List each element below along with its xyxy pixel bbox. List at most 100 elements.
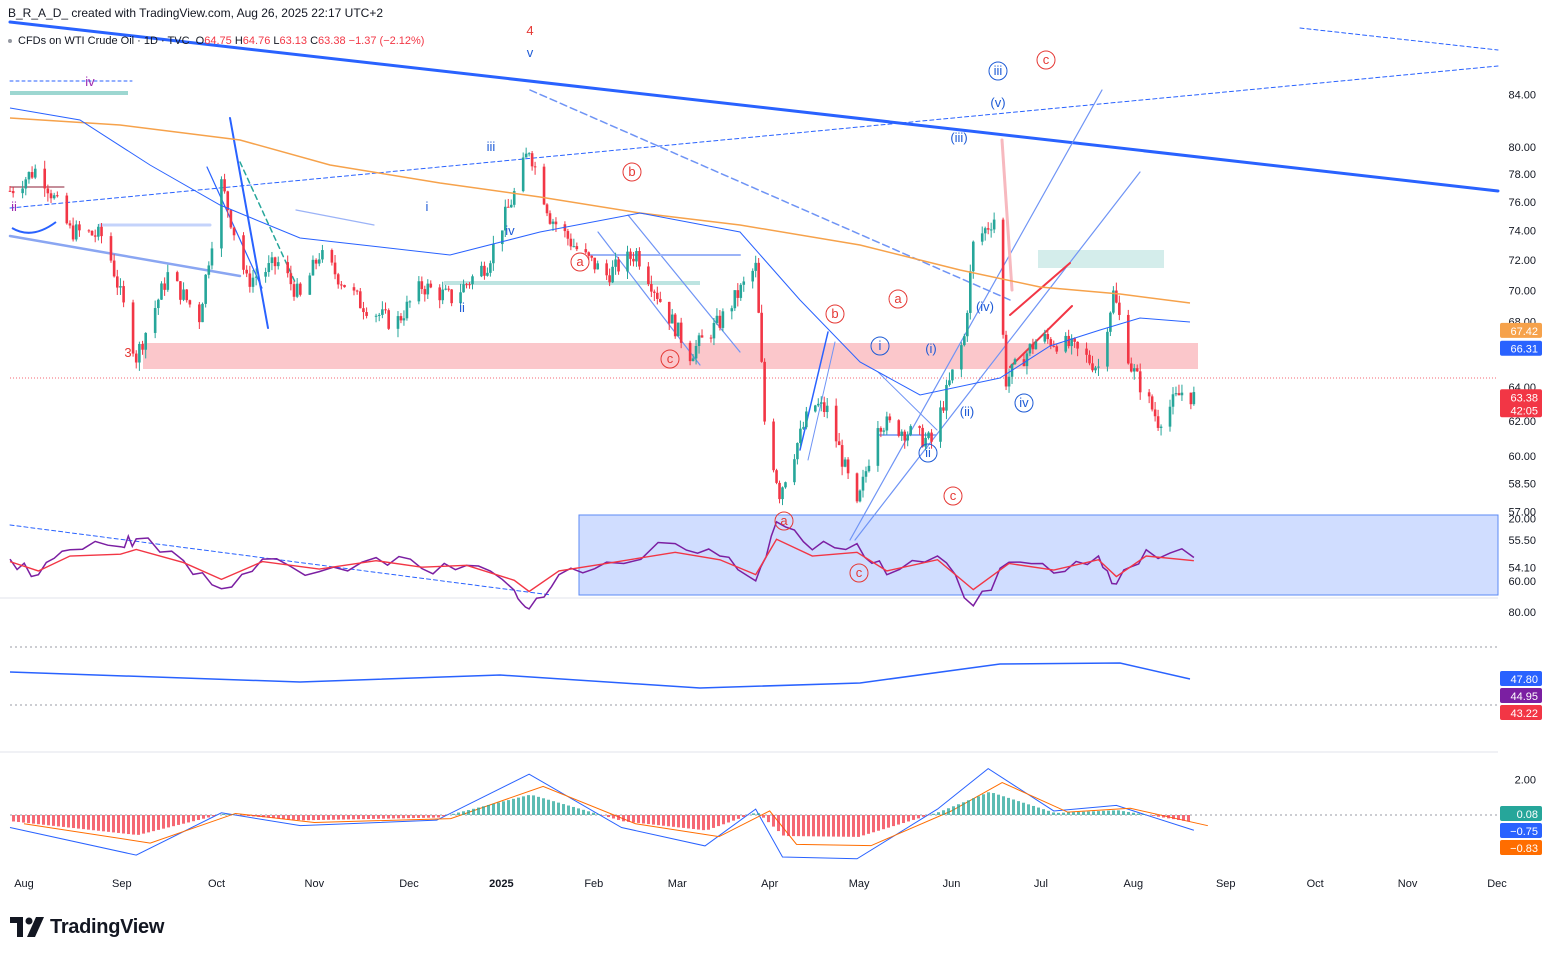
candle xyxy=(144,332,147,359)
macd-histogram-bar xyxy=(1152,815,1155,816)
candle-body xyxy=(1064,335,1067,352)
macd-histogram-bar xyxy=(662,815,665,826)
tradingview-brand[interactable]: TradingView xyxy=(10,914,164,940)
low-label: L xyxy=(273,35,280,47)
candle xyxy=(1174,386,1178,397)
candle xyxy=(548,210,552,225)
candle xyxy=(921,424,924,448)
candle xyxy=(876,421,880,472)
candle xyxy=(87,229,91,233)
macd-histogram-bar xyxy=(317,815,320,820)
candle xyxy=(653,289,656,302)
candle-body xyxy=(918,426,921,428)
candle-body xyxy=(343,284,346,288)
macd-histogram-bar xyxy=(472,808,475,815)
price-tick-label: 72.00 xyxy=(1508,255,1536,267)
candle xyxy=(843,457,847,468)
candle-body xyxy=(730,308,734,312)
candle-body xyxy=(141,343,144,350)
wave-label-text: b xyxy=(831,306,838,321)
candle-body xyxy=(232,227,236,236)
candle-body xyxy=(65,195,69,224)
trend-segment xyxy=(627,214,741,353)
macd-histogram-bar xyxy=(997,794,1000,815)
macd-histogram-bar xyxy=(192,815,195,822)
candle xyxy=(805,406,808,430)
candle xyxy=(381,301,384,319)
candle xyxy=(867,459,871,473)
candle xyxy=(906,431,910,447)
candle-body xyxy=(968,271,972,313)
close-label: C xyxy=(310,35,319,47)
signal-badge xyxy=(1500,840,1542,855)
macd-histogram-bar xyxy=(1067,812,1070,815)
wave-label: iv xyxy=(505,223,515,238)
candle-body xyxy=(626,251,629,272)
price-tick-label: 76.00 xyxy=(1508,197,1536,209)
wave-label-text: 4 xyxy=(526,23,533,38)
candle xyxy=(264,267,267,283)
macd-histogram-bar xyxy=(432,815,435,818)
candle xyxy=(141,340,144,355)
macd-histogram-bar xyxy=(567,805,570,815)
macd-histogram-bar xyxy=(712,815,715,828)
candle-body xyxy=(855,473,859,502)
candle xyxy=(897,419,901,438)
rsi-smooth-line xyxy=(9,662,1191,689)
macd-histogram-bar xyxy=(947,808,950,815)
candle-body xyxy=(596,263,599,270)
candle-body xyxy=(691,358,695,362)
candle-body xyxy=(611,266,614,283)
macd-histogram-bar xyxy=(62,815,65,827)
macd-histogram-bar xyxy=(1117,810,1120,815)
candle xyxy=(676,322,680,337)
candle xyxy=(166,264,170,292)
candle xyxy=(321,244,324,263)
candle xyxy=(986,222,990,235)
macd-histogram-bar xyxy=(532,795,535,815)
candle-body xyxy=(966,312,969,337)
candle xyxy=(754,255,757,278)
ma-long-badge xyxy=(1500,322,1542,338)
macd-histogram-bar xyxy=(497,802,500,815)
time-tick-label: Oct xyxy=(208,878,225,890)
candle xyxy=(93,229,97,243)
macd-histogram-bar xyxy=(652,815,655,825)
candle xyxy=(688,340,692,366)
candle xyxy=(650,275,653,298)
candle xyxy=(30,166,34,179)
price-tick-label: 74.00 xyxy=(1508,226,1536,238)
candle-body xyxy=(775,470,778,483)
candle xyxy=(730,305,734,320)
wave-label-text: (v) xyxy=(990,95,1005,110)
macd-histogram-bar xyxy=(427,815,430,818)
macd-histogram-bar xyxy=(512,798,515,815)
close-value: 63.38 xyxy=(318,35,346,47)
macd-histogram-bar xyxy=(1057,812,1060,815)
candle xyxy=(468,282,471,289)
candle-body xyxy=(584,249,588,253)
rsi-ma-badge-text: 43.22 xyxy=(1510,708,1538,720)
candle xyxy=(819,396,823,412)
candle xyxy=(223,173,226,194)
candle xyxy=(846,457,850,480)
candle-body xyxy=(423,289,427,295)
candle-body xyxy=(1094,367,1097,371)
macd-histogram-bar xyxy=(897,815,900,825)
candle xyxy=(596,260,599,270)
macd-histogram-bar xyxy=(787,815,790,837)
candle xyxy=(74,220,78,242)
candle xyxy=(1094,365,1097,374)
candle xyxy=(49,189,53,204)
macd-histogram-bar xyxy=(462,811,465,815)
candle xyxy=(229,209,233,230)
macd-histogram-bar xyxy=(1082,811,1085,815)
symbol-legend[interactable]: CFDs on WTI Crude Oil · 1D · TVC O64.75 … xyxy=(8,35,424,47)
candle xyxy=(226,190,230,218)
candle-body xyxy=(909,426,912,435)
macd-histogram-bar xyxy=(692,815,695,830)
tradingview-logo-icon xyxy=(10,917,44,937)
candle xyxy=(179,281,182,305)
time-tick-label: Sep xyxy=(1216,878,1236,890)
